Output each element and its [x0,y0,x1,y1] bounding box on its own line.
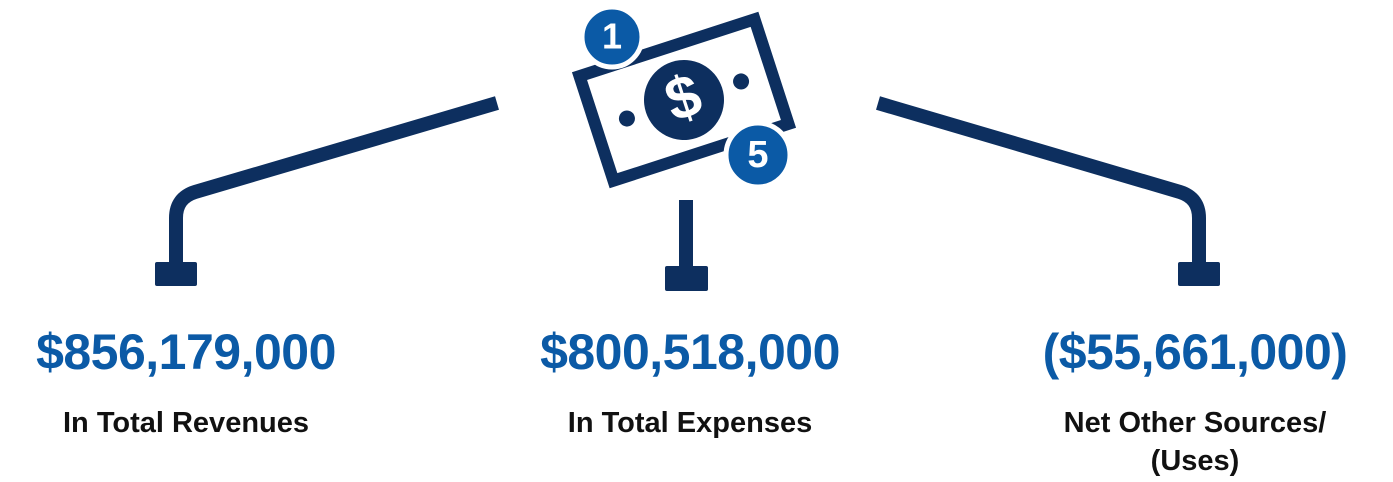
coin-body [579,4,645,70]
stat-value: $856,179,000 [36,324,336,380]
connectors [169,96,1206,268]
stat-label: Net Other Sources/ (Uses) [1063,407,1327,477]
stat: $800,518,000 In Total Expenses [490,322,890,442]
stat: ($55,661,000) Net Other Sources/ (Uses) [995,322,1393,480]
bill [571,11,797,189]
money-icon: $ [571,11,797,189]
foot [665,266,708,291]
connector-right [876,96,1206,266]
foot [1178,262,1220,286]
stat-value: ($55,661,000) [1042,324,1348,380]
bill-dot [733,73,750,90]
connector-left [169,96,499,266]
coin-number: 1 [602,16,622,57]
coin: 1 [579,4,645,70]
connector-feet [155,262,1220,291]
stat-label: In Total Revenues [62,407,310,439]
stat: $856,179,000 In Total Revenues [0,322,386,442]
bill-dot [618,110,635,127]
stat-label: In Total Expenses [567,407,813,439]
coin: 5 [723,120,793,190]
coin-number: 5 [747,134,768,176]
foot [155,262,197,286]
stat-value: $800,518,000 [540,324,840,380]
bill-circle [644,60,724,140]
coin-body [723,120,793,190]
